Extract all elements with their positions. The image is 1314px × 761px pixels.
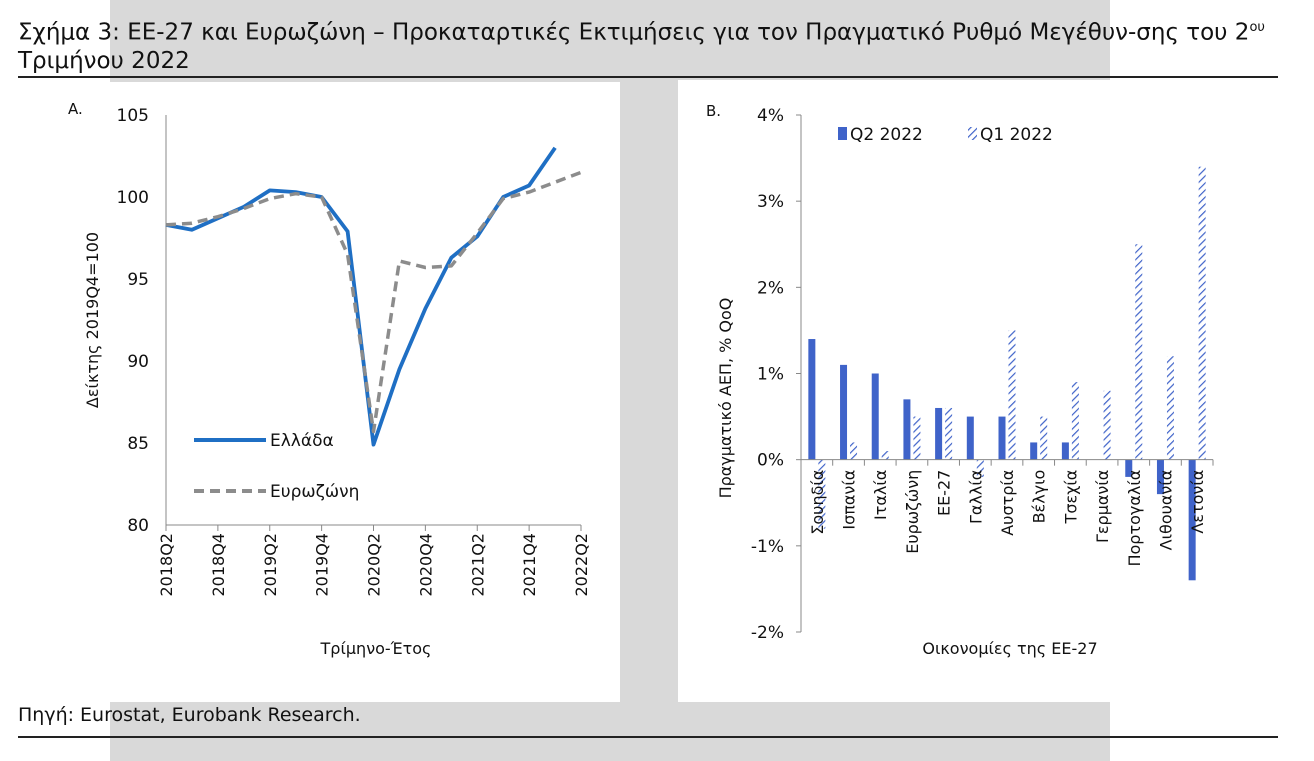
- y-tick-label: 100: [117, 188, 149, 208]
- y-tick-label: 95: [127, 270, 149, 290]
- bar-q2-2022: [1125, 459, 1133, 477]
- y-tick-label: 85: [127, 434, 149, 454]
- panel-b: B. 4% 3% 2% 1% 0% -1% -2% Σουηδία Ισπανία Ιταλία Ευ…: [678, 80, 1251, 702]
- bar-q2-2022: [966, 416, 974, 460]
- bar-q1-2022: [881, 451, 889, 460]
- bottom-rule: [18, 736, 1278, 738]
- bar-q1-2022: [1135, 244, 1143, 460]
- category-label: Πορτογαλία: [1125, 470, 1144, 567]
- x-axis-title: Οικονομίες της ΕΕ-27: [922, 639, 1097, 658]
- bar-q1-2022: [850, 442, 858, 460]
- series-line-eurozone: [165, 170, 582, 434]
- legend-label: Q2 2022: [850, 125, 923, 145]
- series-line-greece: [165, 146, 557, 447]
- title-rule: [18, 76, 1278, 78]
- category-label: Τσεχία: [1061, 470, 1080, 525]
- category-label: Λιθουανία: [1156, 470, 1175, 551]
- bar-q2-2022: [903, 399, 911, 460]
- line-chart: A. 105 100 95 90 85 80 2018Q2 2018Q4 2019Q2 2019Q4…: [68, 100, 591, 658]
- bar-q2-2022: [840, 364, 848, 460]
- category-label: Βέλγιο: [1030, 470, 1049, 524]
- panel-a: A. 105 100 95 90 85 80 2018Q2 2018Q4 2019Q2 2019Q4…: [46, 82, 620, 702]
- x-tick-label: 2021Q4: [520, 533, 539, 597]
- bar-q2-2022: [808, 339, 816, 460]
- category-label: Ισπανία: [840, 470, 859, 530]
- bar-q1-2022: [1008, 330, 1016, 460]
- bar-q2-2022: [871, 373, 879, 460]
- x-tick-label: 2019Q2: [261, 533, 280, 597]
- y-tick-label: 4%: [757, 106, 784, 126]
- source-note: Πηγή: Eurostat, Eurobank Research.: [18, 704, 361, 726]
- y-tick-label: 105: [117, 106, 149, 126]
- category-label: Γαλλία: [966, 470, 985, 524]
- bar-q1-2022: [945, 407, 953, 460]
- bar-q1-2022: [976, 459, 984, 477]
- category-label: Γερμανία: [1093, 470, 1112, 543]
- y-tick-label: 90: [127, 352, 149, 372]
- x-tick-label: 2018Q4: [209, 533, 228, 597]
- panel-label: A.: [68, 100, 83, 118]
- category-label: Σουηδία: [808, 470, 827, 535]
- legend-label: Ελλάδα: [270, 431, 334, 451]
- bar-q2-2022: [935, 407, 943, 460]
- x-tick-label: 2018Q2: [157, 533, 176, 597]
- legend-swatch: [838, 127, 847, 140]
- category-label: ΕΕ-27: [935, 470, 954, 516]
- bar-q1-2022: [1198, 166, 1206, 460]
- y-tick-label: 2%: [757, 278, 784, 298]
- x-tick-label: 2019Q4: [313, 533, 332, 597]
- bar-q1-2022: [1071, 382, 1079, 460]
- bar-q2-2022: [998, 416, 1006, 460]
- legend-label: Ευρωζώνη: [270, 482, 359, 502]
- category-label: Ιταλία: [871, 470, 890, 520]
- x-tick-label: 2020Q2: [365, 533, 384, 597]
- bar-chart: B. 4% 3% 2% 1% 0% -1% -2% Σουηδία Ισπανία Ιταλία Ευ…: [706, 102, 1214, 658]
- y-tick-label: 0%: [757, 451, 784, 471]
- x-tick-label: 2022Q2: [572, 533, 591, 597]
- y-axis-title: Πραγματικό ΑΕΠ, % QoQ: [716, 298, 735, 499]
- bar-q1-2022: [1103, 390, 1111, 460]
- x-tick-label: 2021Q2: [468, 533, 487, 597]
- bar-q1-2022: [818, 459, 826, 529]
- legend-label: Q1 2022: [980, 125, 1053, 145]
- x-axis-title: Τρίμηνο-Έτος: [320, 639, 432, 658]
- panel-label: B.: [706, 102, 721, 120]
- y-axis-title: Δείκτης 2019Q4=100: [83, 232, 102, 408]
- y-tick-label: -1%: [751, 537, 784, 557]
- bar-q2-2022: [1030, 442, 1038, 460]
- category-label: Ευρωζώνη: [903, 470, 922, 554]
- y-tick-label: 80: [127, 516, 149, 536]
- legend-swatch: [968, 127, 977, 140]
- y-tick-label: -2%: [751, 623, 784, 643]
- figure-title: Σχήμα 3: ΕΕ-27 και Ευρωζώνη – Προκαταρτι…: [18, 19, 1265, 74]
- bar-q1-2022: [1040, 416, 1048, 460]
- y-tick-label: 1%: [757, 365, 784, 385]
- bar-q2-2022: [1061, 442, 1069, 460]
- bar-q1-2022: [913, 416, 921, 460]
- bar-q2-2022: [1156, 459, 1164, 495]
- bar-q2-2022: [1188, 459, 1196, 581]
- y-tick-label: 3%: [757, 192, 784, 212]
- bar-q1-2022: [1166, 356, 1174, 460]
- category-label: Αυστρία: [998, 470, 1017, 536]
- x-tick-label: 2020Q4: [416, 533, 435, 597]
- category-label: Λετονία: [1188, 470, 1207, 534]
